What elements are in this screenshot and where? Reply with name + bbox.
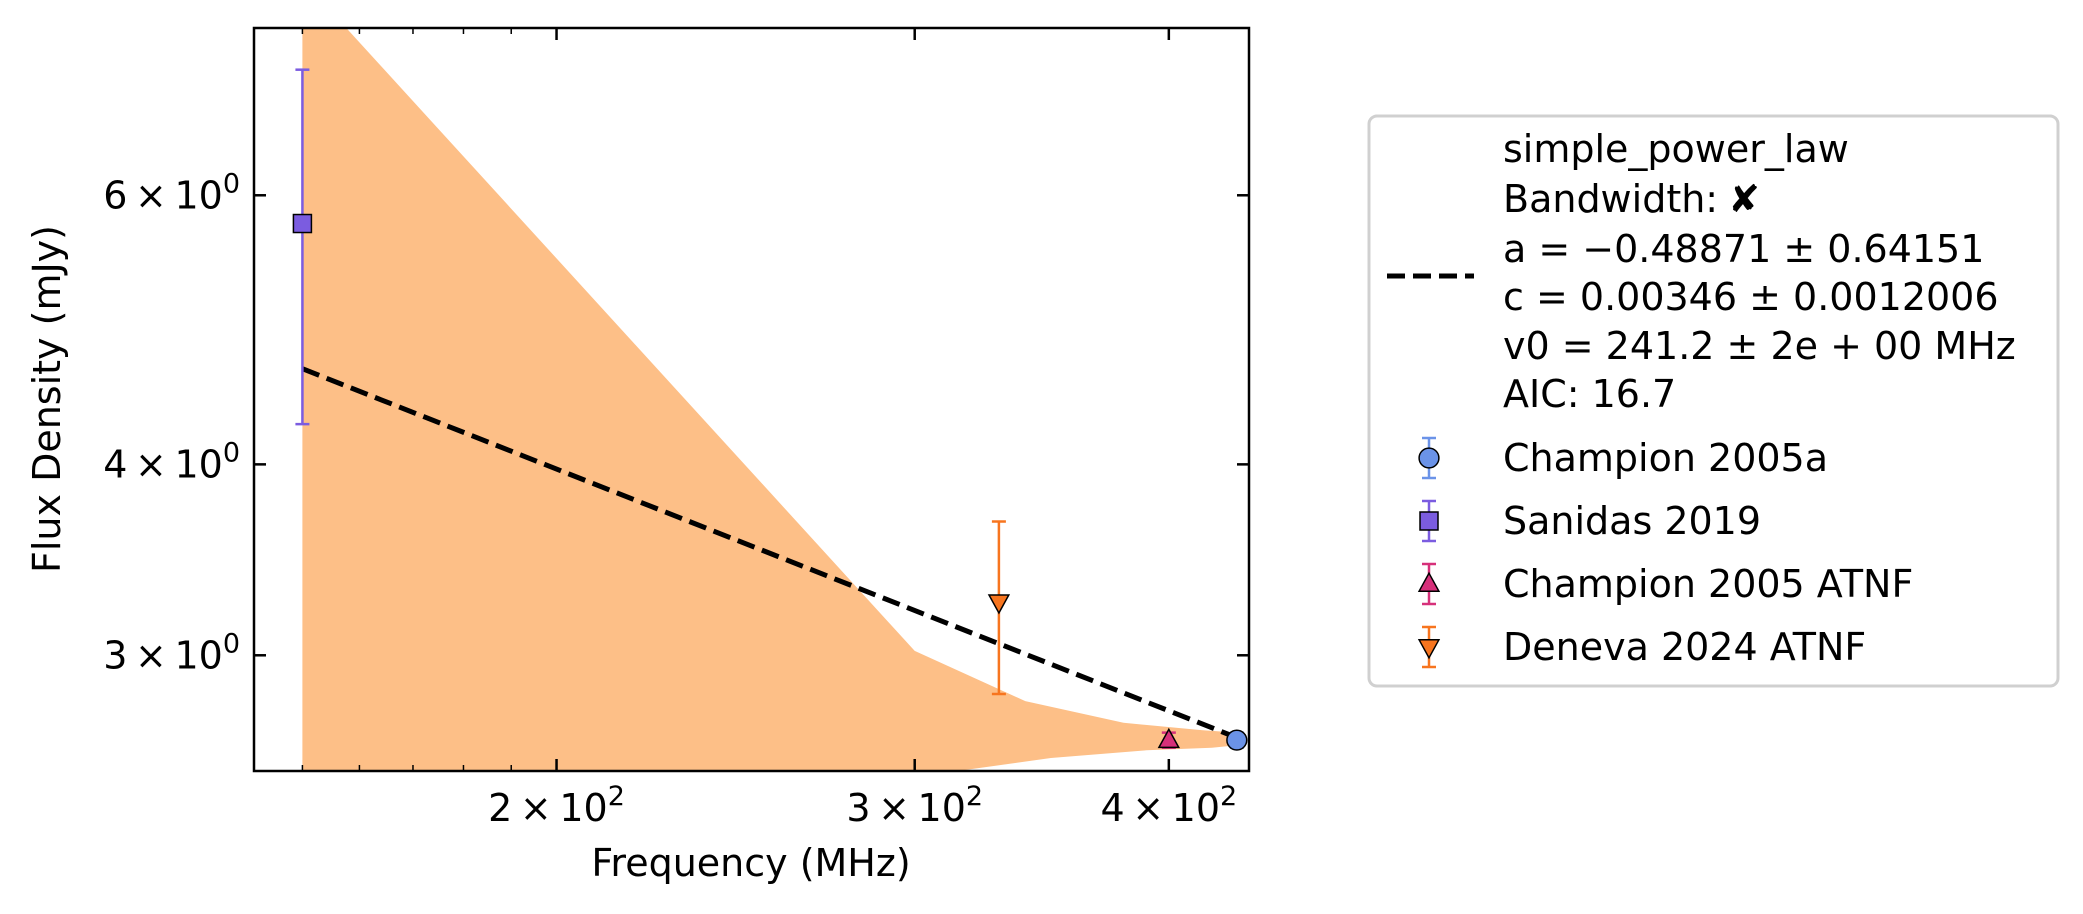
legend-marker bbox=[1417, 639, 1441, 660]
plot-frame bbox=[252, 26, 1251, 773]
y-tick-label: 6 × 100 bbox=[103, 168, 240, 217]
legend-marker bbox=[1417, 571, 1441, 592]
legend-frame bbox=[1367, 114, 2060, 688]
legend-series-label: Champion 2005a bbox=[1503, 436, 1828, 480]
legend-marker bbox=[1419, 511, 1439, 531]
legend-series-label: Champion 2005 ATNF bbox=[1503, 562, 1913, 606]
x-tick-label: 2 × 102 bbox=[488, 781, 625, 830]
x-tick-label: 3 × 102 bbox=[846, 781, 983, 830]
y-tick-label: 3 × 100 bbox=[103, 628, 240, 677]
y-tick-label: 4 × 100 bbox=[103, 437, 240, 486]
legend-series-label: Sanidas 2019 bbox=[1503, 499, 1761, 543]
legend-fit-bandwidth: Bandwidth: ✘ bbox=[1503, 177, 1760, 221]
y-axis-label: Flux Density (mJy) bbox=[25, 225, 69, 573]
plot-area bbox=[292, 28, 1248, 771]
axis-ticks: 2 × 102 3 × 102 4 × 102 3 × 100 4 × 100 6 × 1… bbox=[103, 28, 1249, 830]
x-axis-label: Frequency (MHz) bbox=[591, 841, 910, 885]
legend-series-entries: Champion 2005a Sanidas 2019 Champion 2005 … bbox=[1417, 436, 1913, 669]
data-point bbox=[1226, 729, 1248, 751]
x-tick-label: 4 × 102 bbox=[1100, 781, 1237, 830]
legend-fit-a: a = −0.48871 ± 0.64151 bbox=[1503, 227, 1984, 271]
data-point bbox=[987, 594, 1011, 615]
data-point bbox=[1157, 727, 1181, 749]
legend-fit-model: simple_power_law bbox=[1503, 127, 1849, 171]
legend-fit-aic: AIC: 16.7 bbox=[1503, 372, 1676, 416]
legend: simple_power_law Bandwidth: ✘ a = −0.4887… bbox=[1367, 114, 2060, 688]
data-point bbox=[292, 213, 313, 234]
legend-marker bbox=[1418, 447, 1440, 469]
fit-uncertainty-band bbox=[302, 28, 1237, 771]
cross-mark-icon: ✘ bbox=[1728, 177, 1760, 221]
legend-fit-c: c = 0.00346 ± 0.0012006 bbox=[1503, 275, 1999, 319]
legend-series-label: Deneva 2024 ATNF bbox=[1503, 625, 1866, 669]
legend-fit-v0: v0 = 241.2 ± 2e + 00 MHz bbox=[1503, 324, 2016, 368]
legend-bandwidth-label: Bandwidth: bbox=[1503, 177, 1718, 221]
fit-line bbox=[301, 366, 1238, 740]
